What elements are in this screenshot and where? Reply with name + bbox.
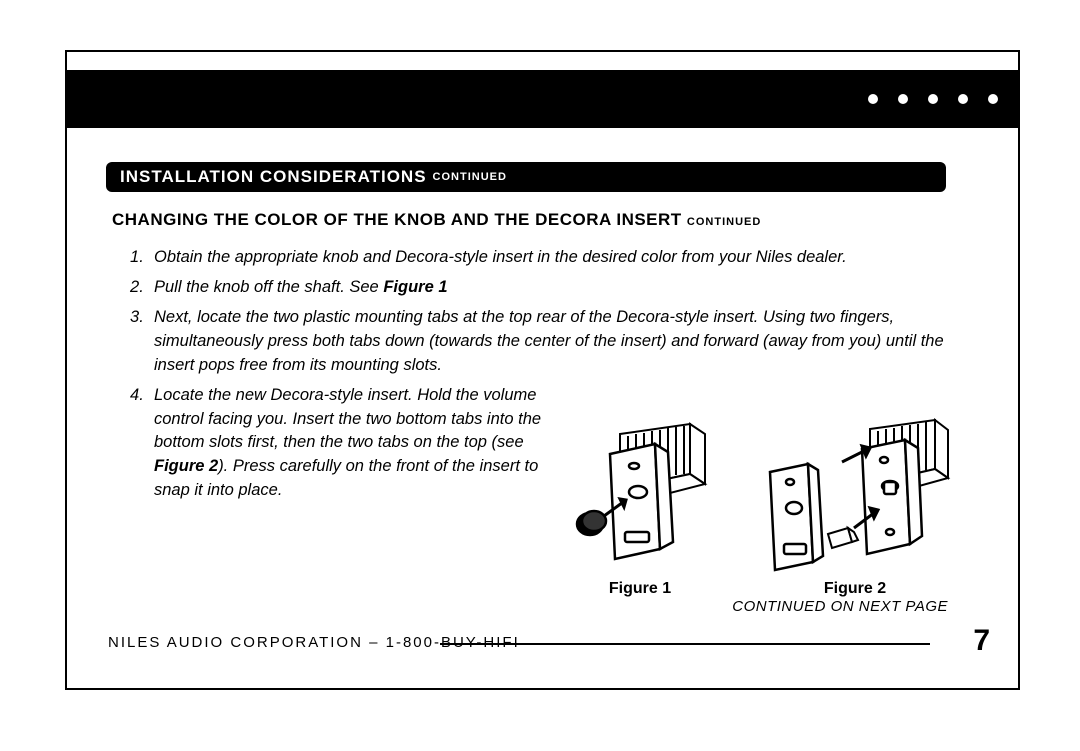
header-band	[67, 70, 1018, 128]
section-title-bar: INSTALLATION CONSIDERATIONS CONTINUED	[106, 162, 946, 192]
dot-icon	[868, 94, 878, 104]
subheading: CHANGING THE COLOR OF THE KNOB AND THE D…	[112, 210, 952, 230]
subheading-suffix: CONTINUED	[687, 216, 761, 228]
figure-2-caption: Figure 2	[824, 580, 886, 598]
step-text: Next, locate the two plastic mounting ta…	[154, 308, 944, 374]
figure-1-illustration	[560, 414, 720, 574]
header-dots	[868, 94, 998, 104]
step-text: Locate the new Decora-style insert. Hold…	[154, 386, 541, 452]
step-bold: Figure 1	[383, 278, 447, 296]
figure-1: Figure 1	[560, 414, 720, 598]
step-text: Pull the knob off the shaft. See	[154, 278, 383, 296]
manual-page: INSTALLATION CONSIDERATIONS CONTINUED CH…	[0, 0, 1080, 751]
figure-2: Figure 2	[750, 414, 960, 598]
dot-icon	[928, 94, 938, 104]
step-bold: Figure 2	[154, 457, 218, 475]
subheading-text: CHANGING THE COLOR OF THE KNOB AND THE D…	[112, 210, 682, 229]
step-4: Locate the new Decora-style insert. Hold…	[130, 384, 560, 504]
footer-rule	[440, 643, 930, 645]
step-3: Next, locate the two plastic mounting ta…	[130, 306, 950, 378]
figure-2-illustration	[750, 414, 960, 574]
continued-note: CONTINUED ON NEXT PAGE	[732, 598, 948, 615]
dot-icon	[958, 94, 968, 104]
step-1: Obtain the appropriate knob and Decora-s…	[130, 246, 950, 270]
section-title: INSTALLATION CONSIDERATIONS	[120, 167, 427, 187]
figures-row: Figure 1	[550, 408, 970, 598]
page-number: 7	[967, 624, 996, 658]
dot-icon	[988, 94, 998, 104]
dot-icon	[898, 94, 908, 104]
step-2: Pull the knob off the shaft. See Figure …	[130, 276, 950, 300]
section-title-suffix: CONTINUED	[433, 171, 507, 183]
figure-1-caption: Figure 1	[609, 580, 671, 598]
step-text: Obtain the appropriate knob and Decora-s…	[154, 248, 847, 266]
